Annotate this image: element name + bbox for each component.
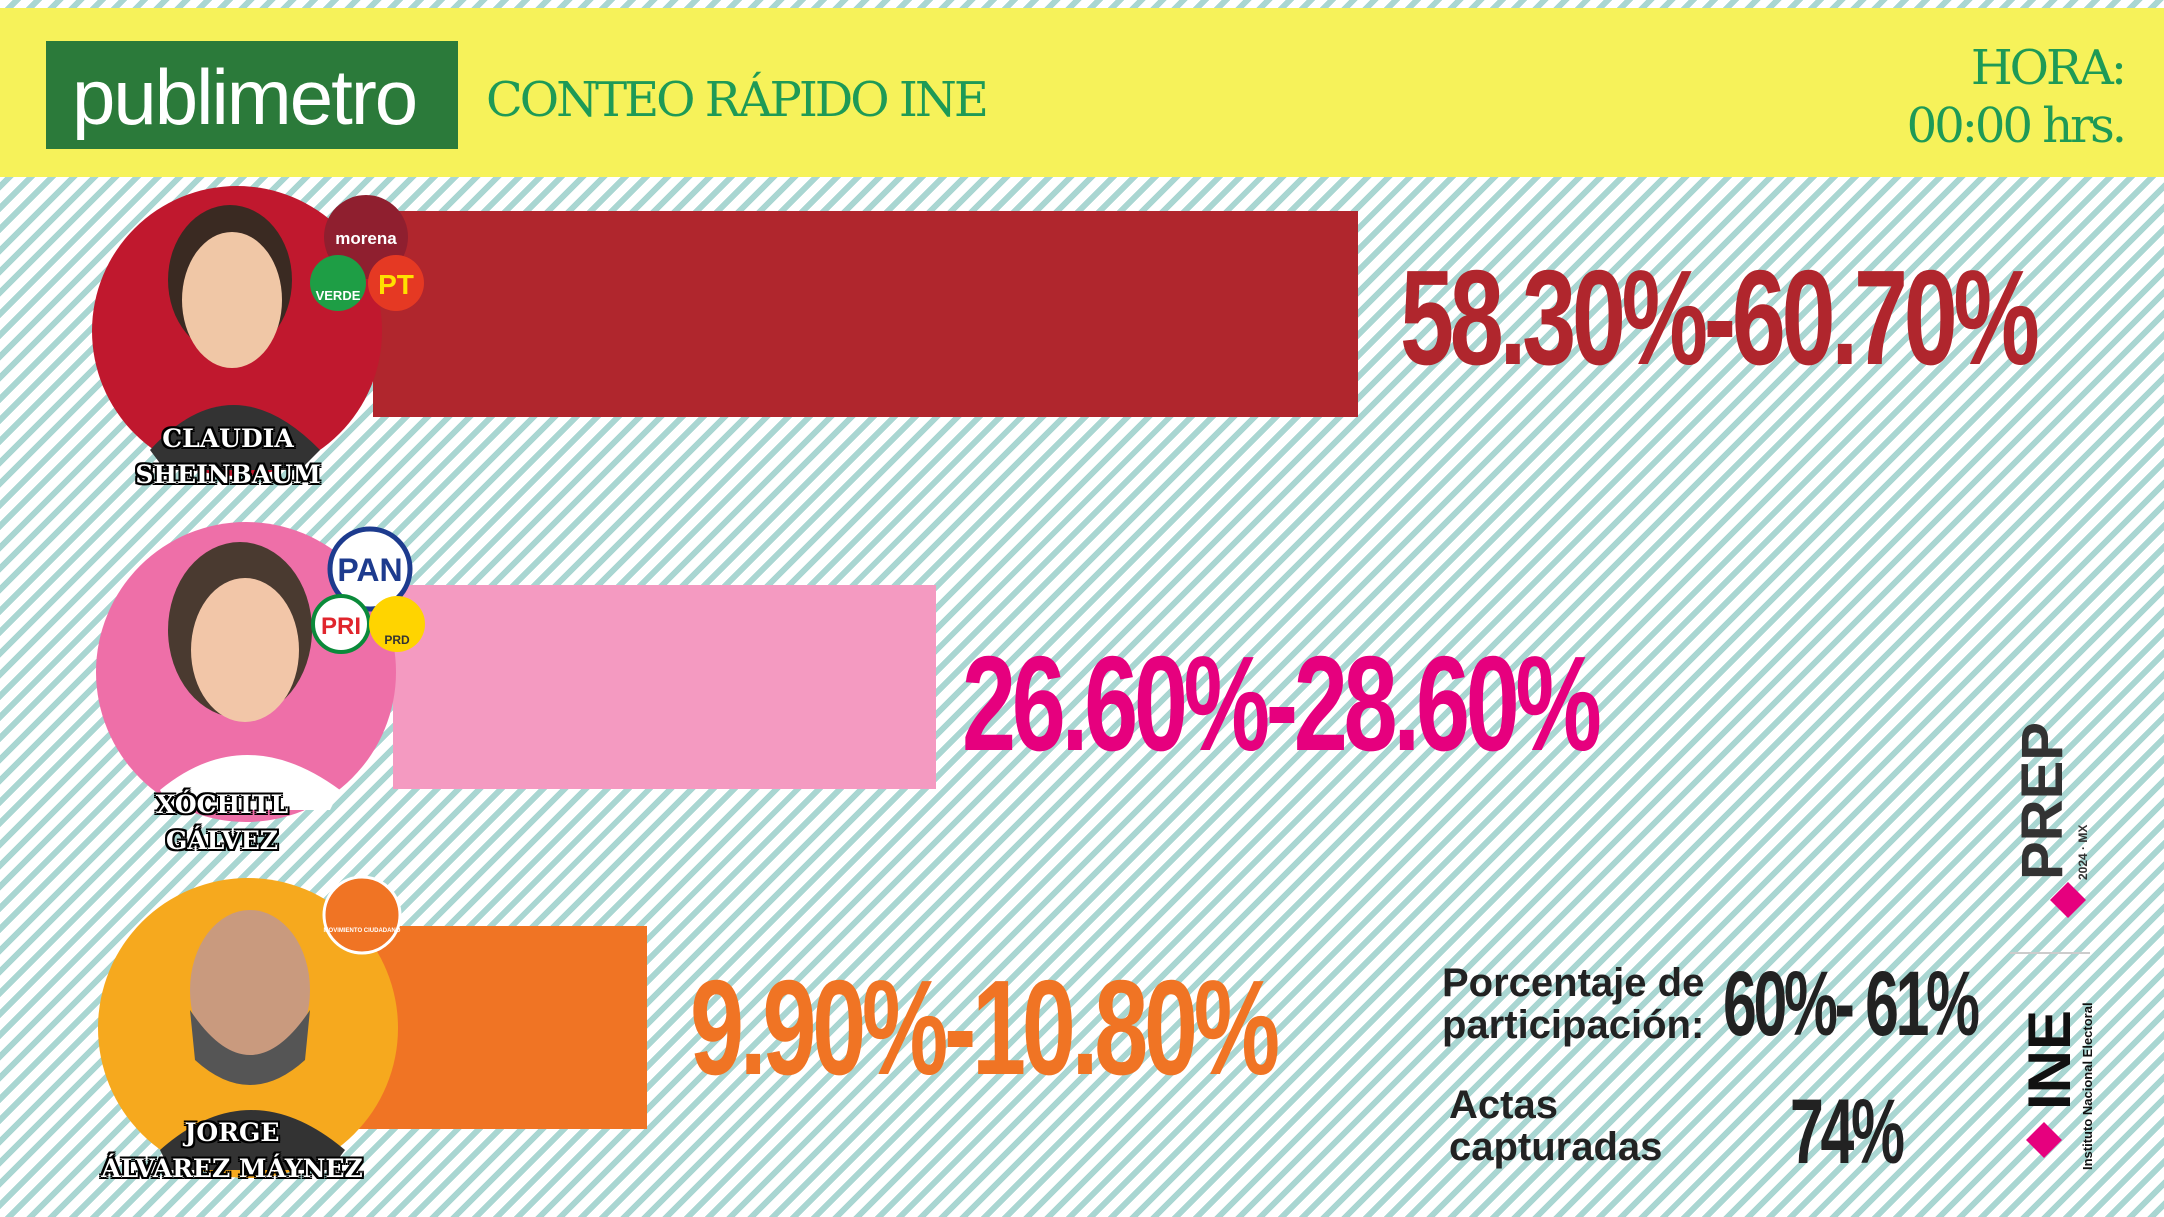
prep-text: PREP xyxy=(2010,722,2075,880)
prep-sub: 2024 · MX xyxy=(2076,825,2090,880)
label-line: capturadas xyxy=(1449,1125,1663,1169)
brand-box xyxy=(46,41,458,149)
ine-mark xyxy=(2026,1122,2062,1158)
time-label: HORA: xyxy=(1970,40,2127,96)
actas-label: Actas capturadas xyxy=(1449,1084,1662,1168)
party-logos: morena VERDE PT PAN PRI PRD MOVIMIENTO C… xyxy=(310,195,425,955)
portrait xyxy=(96,522,396,822)
party-logo: VERDE xyxy=(316,288,361,303)
party-logo: PRD xyxy=(384,633,410,647)
header-title: CONTEO RÁPIDO INE xyxy=(486,72,989,128)
party-logo: PAN xyxy=(337,552,402,588)
participation-value: 60%- 61% xyxy=(1723,953,1980,1055)
candidate-name: XÓCHITL GÁLVEZ xyxy=(102,787,342,859)
actas-value: 74% xyxy=(1790,1081,1905,1183)
label-line: Porcentaje de xyxy=(1442,961,1705,1005)
time: 00:00 hrs. xyxy=(1906,98,2127,154)
party-logo: MOVIMIENTO CIUDADANO xyxy=(324,928,401,934)
name-line: JORGE xyxy=(184,1118,280,1147)
name-line: ÁLVAREZ MÁYNEZ xyxy=(101,1154,363,1183)
range: 9.90%-10.80% xyxy=(690,952,1280,1103)
name-line: CLAUDIA xyxy=(162,424,294,453)
candidate-name: JORGE ÁLVAREZ MÁYNEZ xyxy=(92,1115,372,1187)
brand: publimetro xyxy=(72,53,418,141)
prep-mark xyxy=(2050,882,2086,918)
prep-logo: PREP 2024 · MX xyxy=(2010,722,2090,880)
candidate-name: CLAUDIA SHEINBAUM xyxy=(108,421,348,493)
name-line: XÓCHITL xyxy=(155,790,289,819)
ine-text: INE xyxy=(2016,1010,2083,1110)
range: 26.60%-28.60% xyxy=(962,628,1602,779)
ine-logo: INE Instituto Nacional Electoral xyxy=(2016,1002,2095,1170)
bar xyxy=(393,585,936,789)
label-line: Actas xyxy=(1449,1083,1558,1127)
bar xyxy=(373,211,1358,417)
party-logo: PT xyxy=(378,269,414,300)
portrait xyxy=(98,878,398,1178)
participation-label: Porcentaje de participación: xyxy=(1442,962,1704,1046)
name-line: SHEINBAUM xyxy=(135,460,321,489)
ine-sub: Instituto Nacional Electoral xyxy=(2080,1002,2095,1170)
party-logo: PRI xyxy=(321,613,361,640)
label-line: participación: xyxy=(1442,1003,1705,1047)
party-logo: morena xyxy=(335,229,397,248)
name-line: GÁLVEZ xyxy=(165,826,279,855)
range: 58.30%-60.70% xyxy=(1400,242,2040,393)
portrait xyxy=(92,186,382,476)
